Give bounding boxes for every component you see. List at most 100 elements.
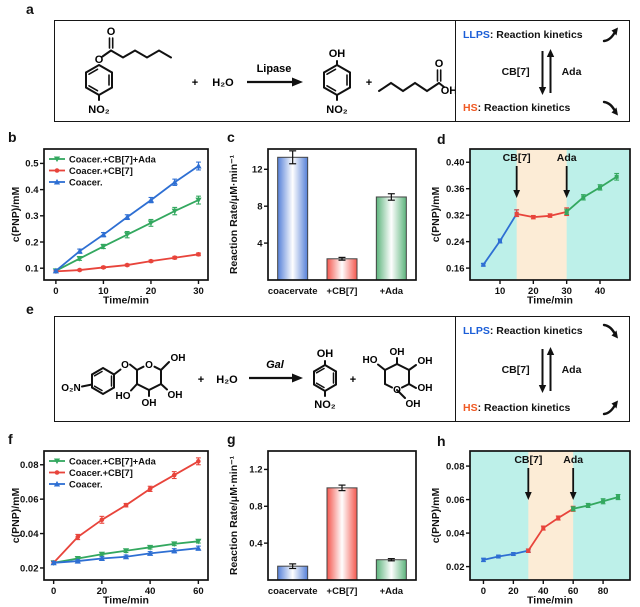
svg-text:0.32: 0.32 — [446, 210, 465, 221]
panel-a-scheme-box: O O NO₂ + H₂O Lipase OH NO₂ + — [54, 20, 630, 122]
svg-text:30: 30 — [561, 286, 572, 297]
llps-label: LLPS — [463, 325, 490, 337]
svg-text:30: 30 — [193, 286, 204, 297]
panel-letter-c: c — [227, 129, 235, 145]
phenol-no2-label: NO₂ — [326, 104, 348, 116]
svg-text:Coacer.+CB[7]: Coacer.+CB[7] — [69, 468, 133, 478]
hs-label: HS — [463, 102, 478, 114]
ester-oxygen-label: O — [95, 54, 104, 66]
svg-text:Ada: Ada — [563, 454, 583, 466]
svg-text:0: 0 — [481, 586, 486, 597]
svg-text:0.08: 0.08 — [446, 461, 465, 472]
svg-text:40: 40 — [538, 586, 549, 597]
svg-text:coacervate: coacervate — [268, 286, 318, 297]
kinetics-box-a: LLPS : Reaction kinetics CB[7] Ada HS — [455, 21, 627, 121]
svg-text:Time/min: Time/min — [103, 595, 149, 607]
ada-label: Ada — [561, 65, 582, 78]
svg-text:Reaction Rate/μM·min⁻¹: Reaction Rate/μM·min⁻¹ — [228, 455, 240, 575]
enzyme-label-gal: Gal — [266, 359, 285, 371]
cb7-label: CB[7] — [501, 65, 530, 78]
svg-text:CB[7]: CB[7] — [514, 454, 542, 466]
svg-text:Time/min: Time/min — [103, 295, 149, 307]
svg-text:CB[7]: CB[7] — [503, 152, 531, 164]
chart-g-reaction-rate-bars: coacervate +CB[7] +Ada 0.4 0.8 1.2 Reaction Ra… — [228, 450, 417, 597]
nitro-group-label: NO₂ — [88, 104, 110, 116]
plus-sign-2: + — [350, 374, 356, 386]
gal-oh-top-label: OH — [390, 347, 405, 358]
reaction-arrow-e — [292, 373, 303, 383]
chart-d-switching-kinetics: CB[7] Ada 10 20 30 40 Time/min 0.16 0.24 0.32 0.36… — [430, 148, 631, 306]
oh-right-label: OH — [168, 390, 183, 401]
plus-sign-2: + — [366, 77, 372, 89]
panel-e-scheme-box: O₂N O O OH HO OH OH + H₂O Gal OH NO₂ + — [54, 316, 630, 422]
svg-text:0: 0 — [53, 286, 58, 297]
svg-text:0.02: 0.02 — [446, 562, 465, 573]
svg-text:12: 12 — [252, 165, 263, 176]
ada-label: Ada — [561, 363, 582, 376]
cb7-label: CB[7] — [501, 363, 530, 376]
gal-oh-right1-label: OH — [418, 356, 433, 367]
gal-ho-label: HO — [363, 355, 378, 366]
svg-text:10: 10 — [495, 286, 506, 297]
oh-bottom-label: OH — [142, 398, 157, 409]
o2n-label: O₂N — [61, 383, 80, 394]
chart-h-switching-kinetics: CB[7] Ada 0 20 40 60 80 Time/min 0.02 0.04 0.06 0.0… — [430, 450, 631, 607]
svg-text:coacervate: coacervate — [268, 586, 318, 597]
svg-text:0.04: 0.04 — [20, 529, 39, 540]
svg-text:c(PNP)/mM: c(PNP)/mM — [430, 488, 442, 544]
acid-oh-label: OH — [441, 85, 455, 97]
svg-text:20: 20 — [508, 586, 519, 597]
svg-text:c(PNP)/mM: c(PNP)/mM — [10, 488, 22, 544]
chart-c-reaction-rate-bars: coacervate +CB[7] +Ada 4 8 12 Reaction Rate/μM… — [228, 148, 417, 297]
water-label: H₂O — [216, 374, 238, 386]
chart-b-kinetics-lines: Coacer.+CB[7]+Ada Coacer.+CB[7]Coacer. 0 10… — [10, 148, 209, 307]
svg-text:0.24: 0.24 — [446, 237, 465, 248]
svg-text:4: 4 — [257, 238, 263, 249]
svg-text:+Ada: +Ada — [380, 586, 404, 597]
svg-text:Coacer.+CB[7]+Ada: Coacer.+CB[7]+Ada — [69, 456, 157, 466]
svg-text:0.40: 0.40 — [446, 158, 465, 169]
phenol-no2-label: NO₂ — [314, 399, 336, 411]
hs-kinetics-row-a: HS : Reaction kinetics — [463, 100, 620, 116]
svg-text:Time/min: Time/min — [527, 595, 573, 607]
enzyme-label-lipase: Lipase — [257, 63, 292, 75]
llps-kinetics-row-e: LLPS : Reaction kinetics — [463, 323, 620, 339]
svg-text:0.3: 0.3 — [25, 211, 38, 222]
svg-text:0.5: 0.5 — [25, 159, 39, 170]
svg-text:Coacer.: Coacer. — [69, 479, 103, 489]
svg-text:40: 40 — [595, 286, 606, 297]
llps-kinetics-text: : Reaction kinetics — [489, 325, 583, 337]
svg-text:Ada: Ada — [557, 152, 577, 164]
svg-text:Coacer.+CB[7]+Ada: Coacer.+CB[7]+Ada — [69, 154, 157, 164]
svg-text:20: 20 — [97, 586, 108, 597]
carbonyl-oxygen-label: O — [107, 26, 116, 38]
equilibrium-row-e: CB[7] Ada — [463, 339, 620, 400]
svg-text:8: 8 — [257, 201, 262, 212]
equilibrium-arrows-icon — [538, 48, 554, 95]
gal-oh-right2-label: OH — [418, 383, 433, 394]
svg-text:0.4: 0.4 — [249, 538, 263, 549]
panel-letter-f: f — [8, 431, 13, 447]
glycosidic-o-label: O — [121, 360, 129, 371]
hs-kinetics-text: : Reaction kinetics — [477, 102, 571, 114]
svg-text:Coacer.+CB[7]: Coacer.+CB[7] — [69, 166, 133, 176]
svg-text:0.08: 0.08 — [20, 460, 39, 471]
svg-text:0.36: 0.36 — [446, 184, 465, 195]
svg-text:60: 60 — [193, 586, 204, 597]
reaction-arrow-a — [292, 77, 303, 87]
hs-kinetics-row-e: HS : Reaction kinetics — [463, 400, 620, 416]
svg-text:0.06: 0.06 — [446, 495, 465, 506]
acid-carbonyl-o-label: O — [435, 58, 444, 70]
hs-kinetics-text: : Reaction kinetics — [477, 402, 571, 414]
svg-text:0.4: 0.4 — [25, 185, 39, 196]
panel-letter-g: g — [227, 431, 236, 447]
glycoside-hydrolysis-scheme: O₂N O O OH HO OH OH + H₂O Gal OH NO₂ + — [61, 347, 433, 411]
svg-text:c(PNP)/mM: c(PNP)/mM — [10, 187, 22, 243]
svg-text:20: 20 — [528, 286, 539, 297]
gal-oh-arm-label: OH — [406, 399, 421, 410]
galactose-ring-o-label: O — [393, 385, 401, 396]
arrow-curve-up-icon — [602, 400, 618, 416]
svg-text:0.8: 0.8 — [249, 502, 262, 513]
pyranose-ring-o-label: O — [145, 360, 153, 371]
